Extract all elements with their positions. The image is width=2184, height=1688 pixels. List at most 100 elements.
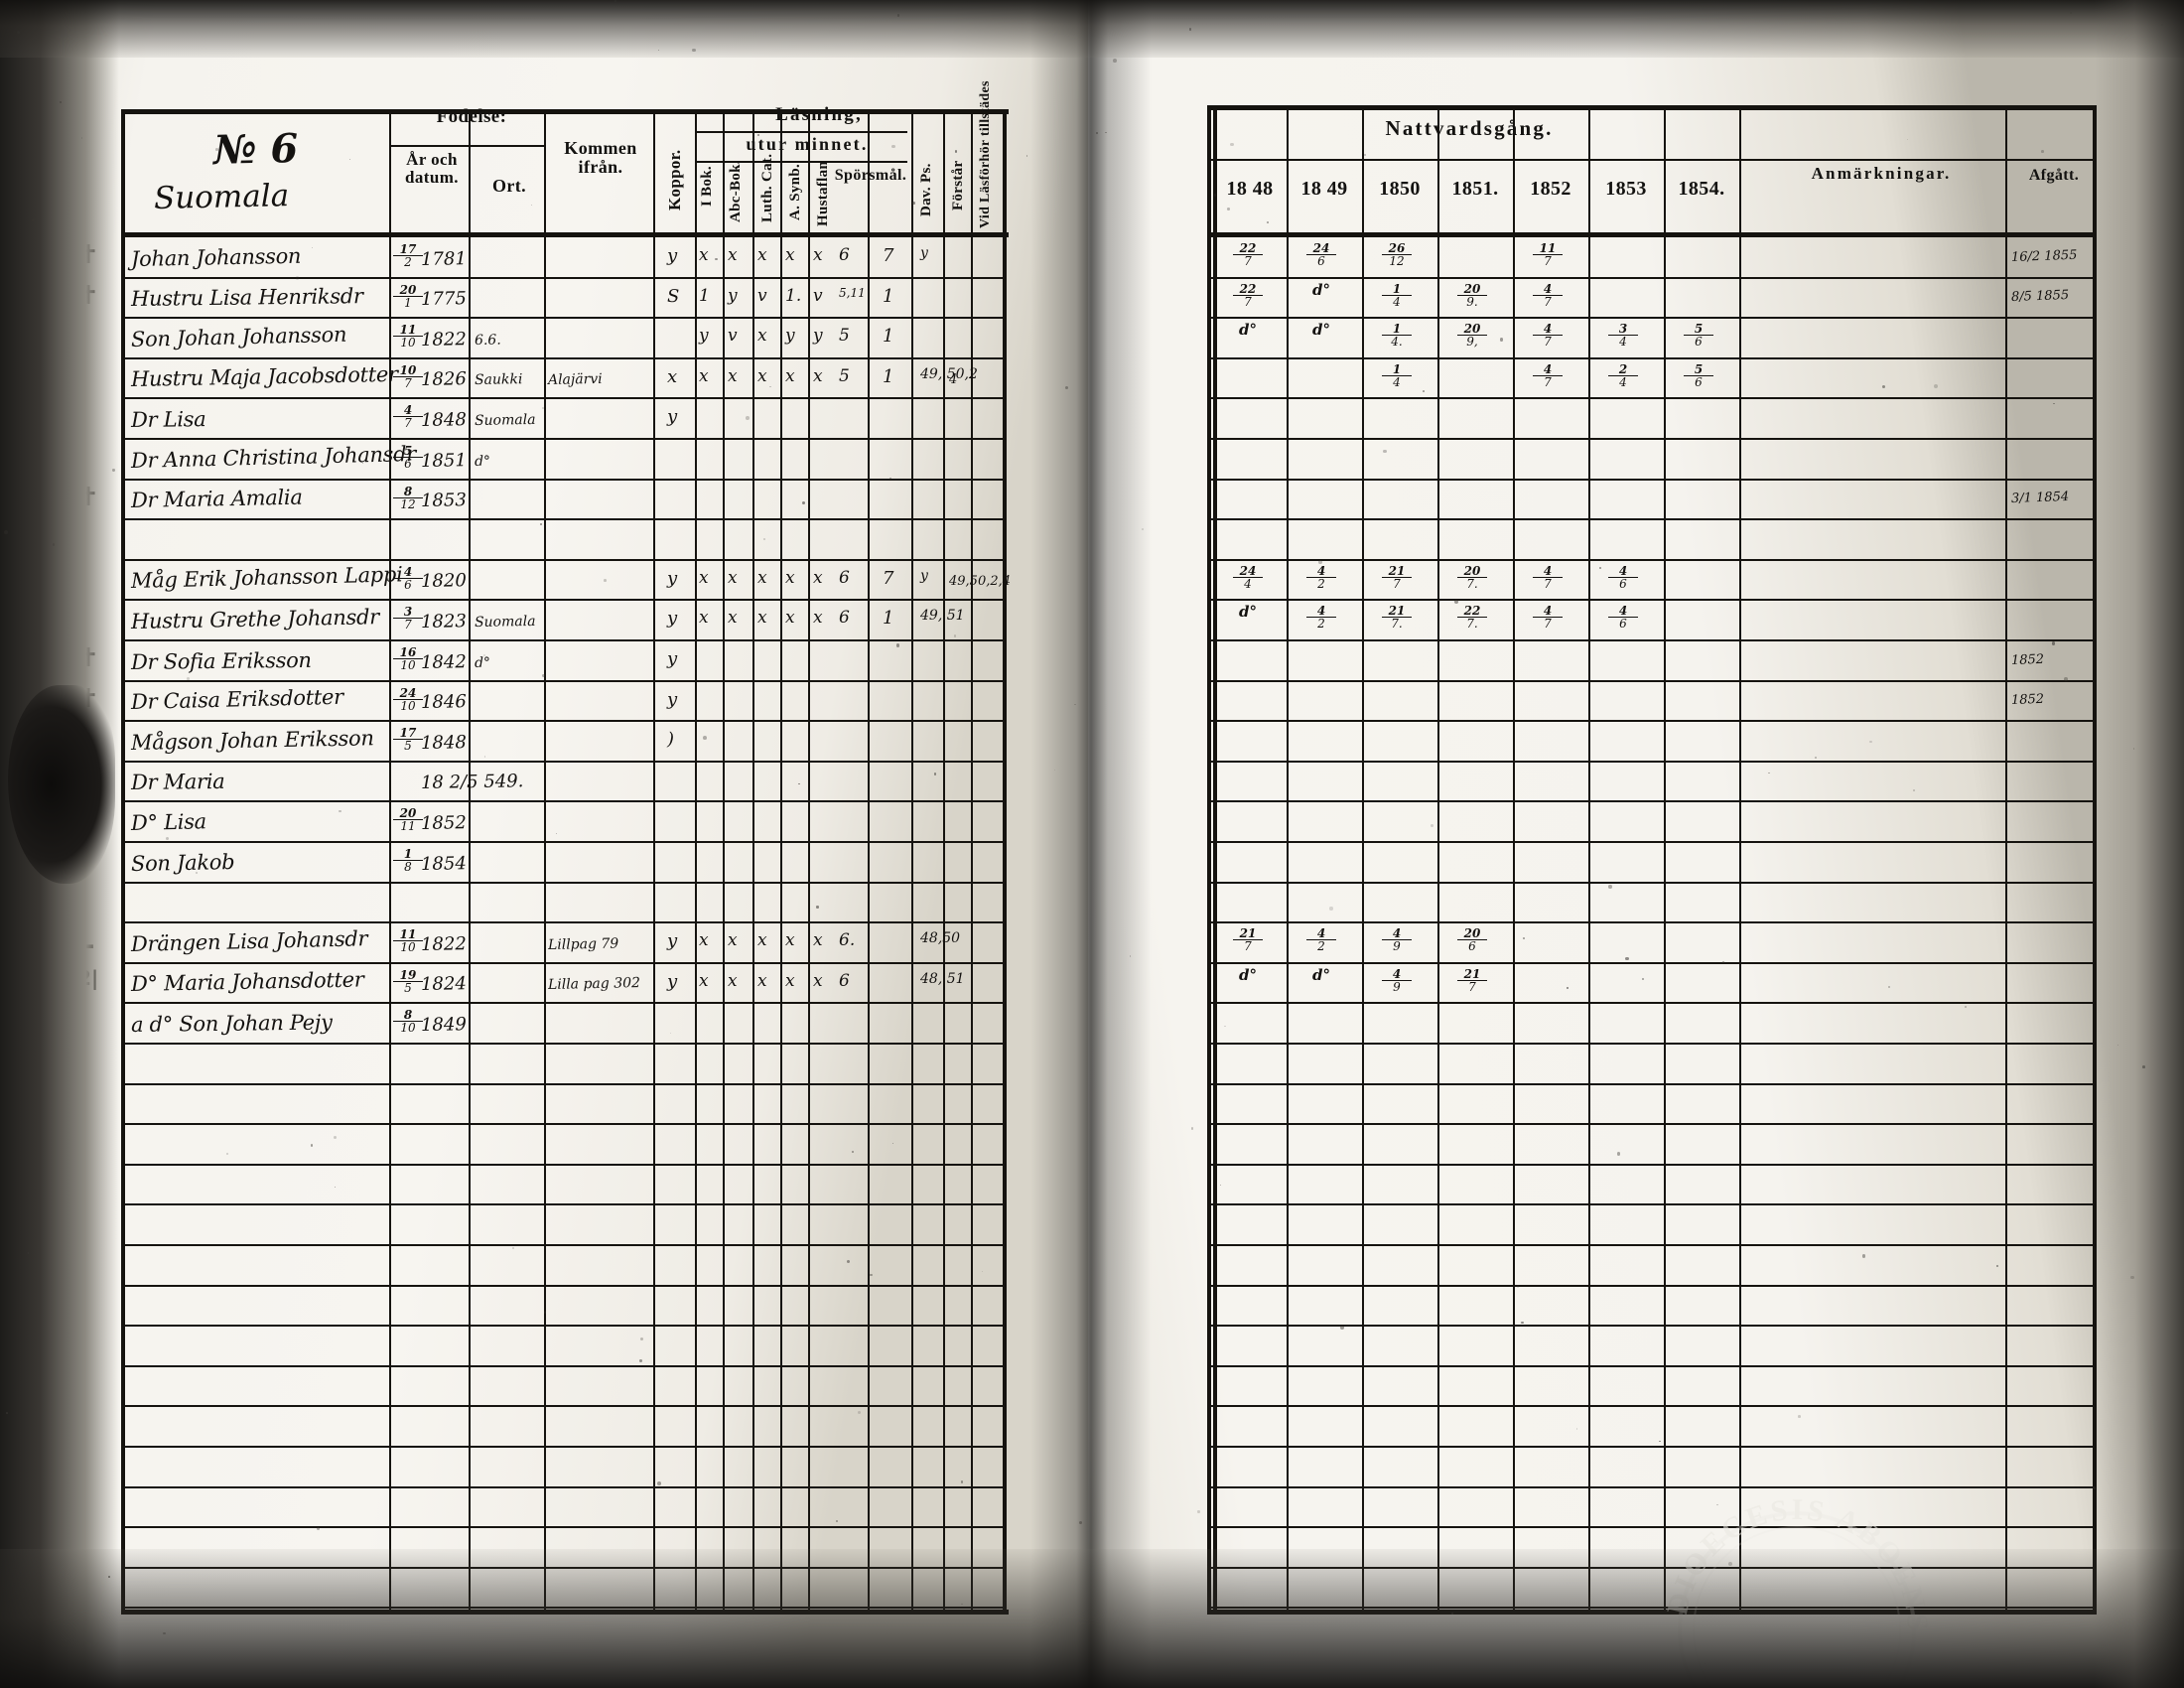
row-communion-0-2: 26 12: [1382, 242, 1412, 267]
communion-year-1: 18 49: [1300, 178, 1348, 200]
row-birth-year-4: 1848: [420, 409, 467, 431]
row-birth-year-12: 1848: [420, 731, 467, 754]
row-reading-1-1: y: [728, 285, 738, 306]
row-dav-ps-8: 7: [883, 567, 894, 589]
row-departed-11: 1852: [2010, 692, 2045, 709]
row-birth-frac-3: 10 7: [393, 364, 423, 389]
row-forstar-17: 48,50: [920, 930, 961, 947]
row-reading-18-4: x: [813, 970, 823, 991]
header-dav-ps: Dav. Ps.: [918, 163, 934, 216]
row-dav-ps-1: 1: [883, 285, 894, 307]
row-birth-frac-1: 20 1: [393, 284, 423, 309]
row-reading-17-0: x: [699, 930, 709, 951]
row-reading-17-2: x: [757, 930, 767, 951]
row-reading-17-1: x: [728, 930, 738, 951]
row-birth-frac-19: 8 10: [393, 1009, 423, 1034]
row-birth-frac-10: 16 10: [393, 646, 423, 671]
row-reading-9-1: x: [728, 608, 738, 629]
row-birth-year-14: 1852: [420, 812, 467, 834]
row-reading-17-3: x: [785, 930, 795, 951]
row-communion-9-3: 22 7.: [1457, 605, 1487, 630]
row-name-4: Dr Lisa: [130, 407, 206, 432]
row-smallpox-3: x: [667, 365, 678, 387]
right-edge-shadow: [2095, 0, 2184, 1688]
row-birth-year-5: 1851: [420, 449, 467, 472]
row-forstar-3: 49, 50,2: [920, 365, 978, 382]
row-birth-place-2: 6.6.: [474, 332, 501, 349]
row-reading-3-0: x: [699, 365, 709, 386]
row-birth-year-11: 1846: [420, 691, 467, 714]
row-reading-0-4: x: [813, 245, 823, 265]
row-reading-2-3: y: [785, 326, 795, 347]
row-communion-2-2: 1 4.: [1382, 323, 1412, 348]
header-lasforhor-label: Vid Läsförhör tillstädes: [978, 80, 993, 228]
row-reading-17-4: x: [813, 930, 823, 951]
row-birth-year-8: 1820: [420, 570, 467, 593]
row-forstar-18: 48, 51: [920, 970, 965, 987]
row-name-0: Johan Johansson: [130, 243, 302, 271]
row-communion-9-2: 21 7.: [1382, 605, 1412, 630]
row-communion-9-0: d°: [1239, 603, 1257, 622]
row-communion-17-3: 20 6: [1457, 927, 1487, 952]
header-afgatt: Afgått.: [2028, 167, 2080, 184]
row-reading-3-2: x: [757, 365, 767, 386]
row-birth-year-6: 1853: [420, 490, 467, 512]
row-reading-3-5: 5: [839, 365, 850, 386]
row-reading-18-3: x: [785, 970, 795, 991]
row-reading-8-5: 6: [839, 567, 850, 588]
row-reading-0-5: 6: [839, 245, 850, 265]
row-moved-from-18: Lilla pag 302: [547, 975, 641, 994]
farm-name: Suomala: [153, 178, 290, 216]
row-reading-3-1: x: [728, 365, 738, 386]
row-birth-frac-0: 17 2: [393, 243, 423, 268]
header-ort: Ort.: [491, 176, 527, 196]
row-communion-8-3: 20 7.: [1457, 565, 1487, 590]
row-smallpox-10: y: [667, 648, 678, 669]
header-forstar: Förstår: [950, 160, 966, 211]
communion-year-2: 1850: [1379, 178, 1421, 200]
header-kommen-ifran: Kommen ifrån.: [564, 138, 637, 178]
row-reading-9-3: x: [785, 608, 795, 629]
bottom-edge-shadow: [0, 1549, 2184, 1688]
thumb-over-page: [8, 685, 115, 884]
row-smallpox-8: y: [667, 567, 678, 589]
communion-year-5: 1853: [1605, 178, 1647, 200]
row-birth-year-13: 18 2/5 549.: [420, 771, 524, 794]
row-forstar-8: y: [920, 567, 928, 584]
row-reading-17-5: 6.: [839, 930, 856, 951]
row-birth-year-0: 1781: [420, 247, 467, 270]
top-edge-shadow: [0, 0, 2184, 58]
row-name-15: Son Jakob: [130, 849, 235, 876]
row-birth-year-18: 1824: [420, 973, 467, 996]
row-name-6: Dr Maria Amalia: [130, 485, 303, 513]
row-departed-10: 1852: [2010, 651, 2045, 668]
row-communion-0-4: 11 7: [1533, 242, 1563, 267]
row-reading-8-1: x: [728, 567, 738, 588]
row-communion-0-0: 22 7: [1233, 242, 1263, 267]
header-lasning: Läsning,: [775, 104, 863, 125]
row-moved-from-3: Alajärvi: [547, 371, 603, 389]
row-reading-9-5: 6: [839, 608, 850, 629]
row-communion-2-1: d°: [1312, 321, 1330, 340]
row-reading-18-1: x: [728, 970, 738, 991]
header-vid-lasforhor-tillstades: Vid Läsförhör tillstädes: [978, 80, 994, 228]
header-nattvardsgang: Nattvardsgång.: [1385, 116, 1554, 140]
row-birth-year-10: 1842: [420, 650, 467, 673]
row-departed-6: 3/1 1854: [2010, 490, 2070, 507]
communion-year-0: 18 48: [1226, 178, 1274, 200]
row-name-12: Mågson Johan Eriksson: [130, 726, 374, 755]
row-reading-1-2: v: [757, 285, 767, 306]
header-ar-och-datum: År och datum.: [405, 150, 459, 188]
row-birth-year-9: 1823: [420, 611, 467, 633]
row-communion-1-0: 22 7: [1233, 283, 1263, 308]
